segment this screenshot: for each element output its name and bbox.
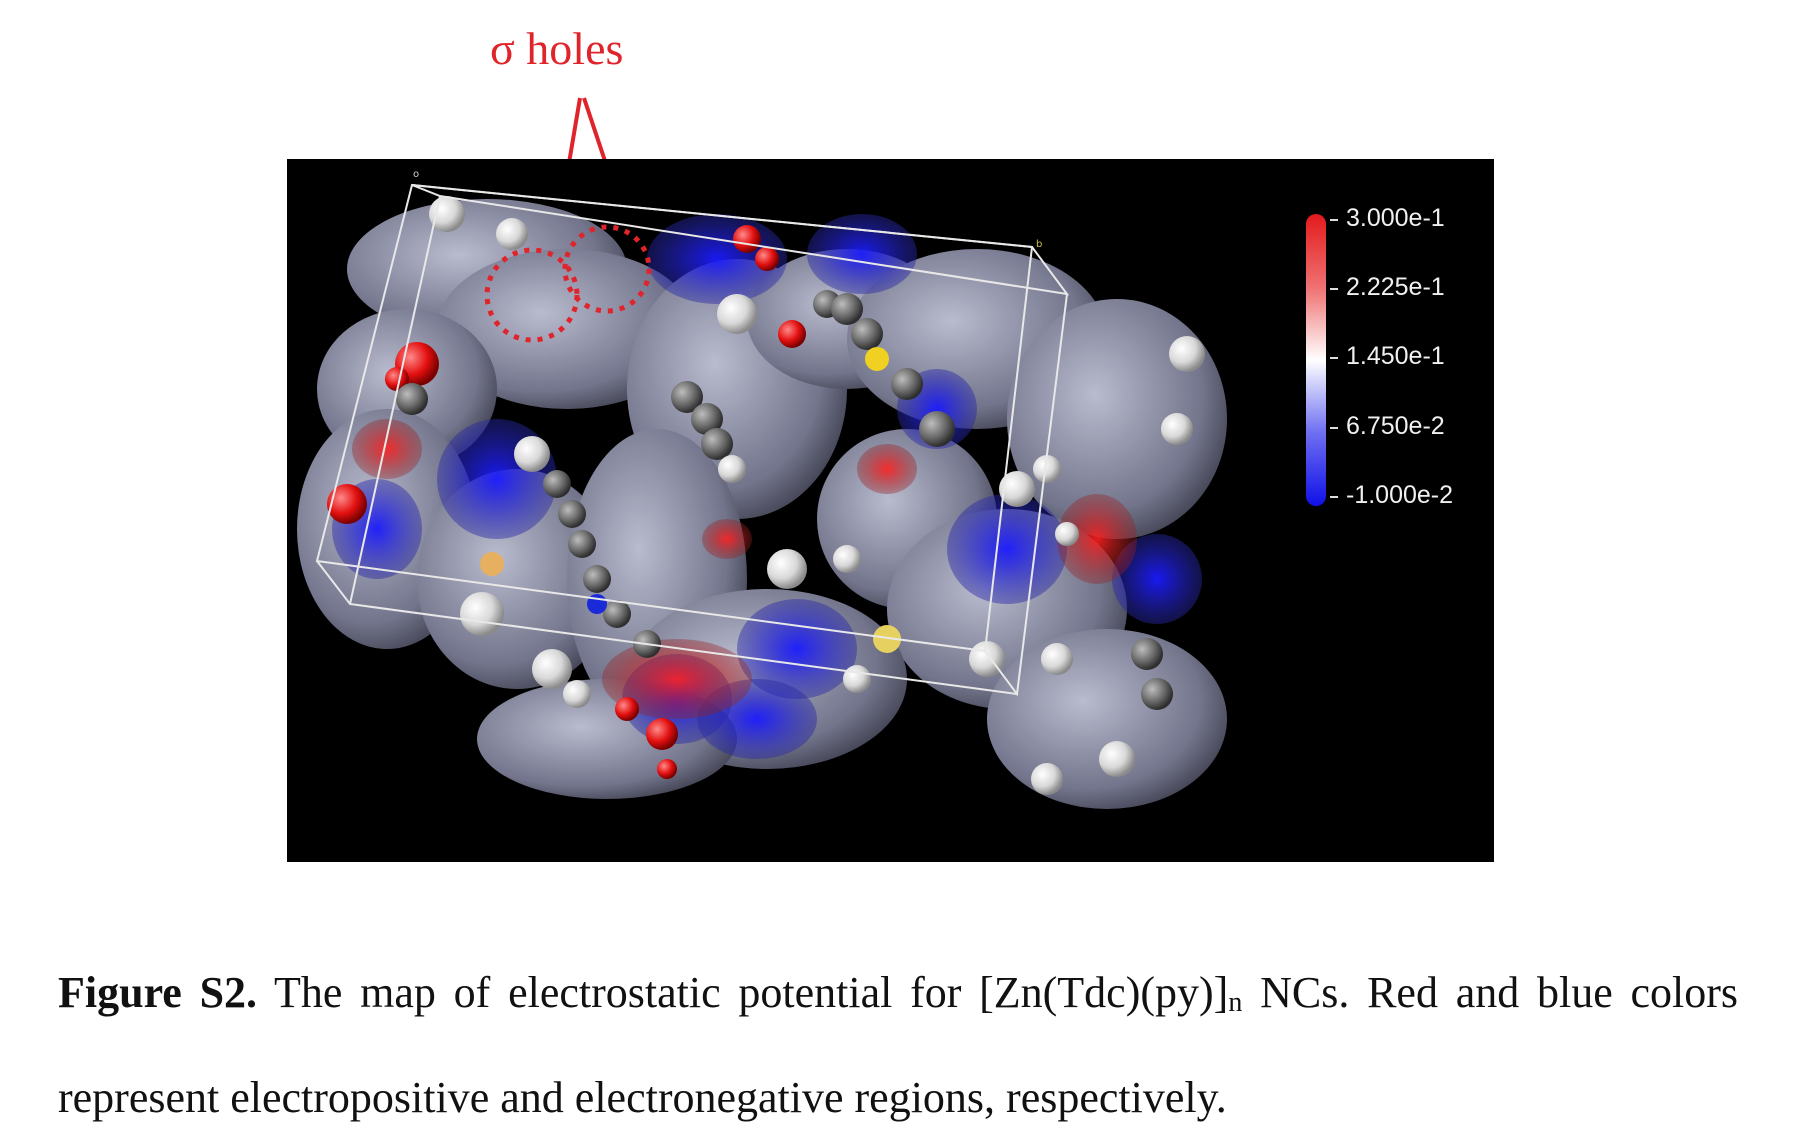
figure-caption: Figure S2. The map of electrostatic pote… — [58, 945, 1738, 1145]
electropositive-regions — [352, 419, 1137, 719]
sigma-holes-label: σ holes — [490, 23, 624, 74]
legend-tick — [1330, 288, 1338, 290]
caption-subscript: n — [1228, 987, 1243, 1018]
legend-tick — [1330, 496, 1338, 498]
esp-map-render: o b — [297, 169, 1227, 809]
unit-cell — [315, 183, 1070, 697]
axis-origin-label: o — [413, 169, 419, 180]
legend-tick — [1330, 219, 1338, 221]
sigma-hole-marker-left — [484, 247, 580, 343]
legend-label-2: 2.225e-1 — [1346, 273, 1445, 301]
color-scale-bar — [1306, 214, 1326, 506]
legend-label-max: 3.000e-1 — [1346, 204, 1445, 232]
esp-map-figure: o b — [287, 159, 1494, 862]
legend-label-4: 6.750e-2 — [1346, 412, 1445, 440]
legend-label-min: -1.000e-2 — [1346, 481, 1454, 509]
legend-label-mid: 1.450e-1 — [1346, 342, 1445, 370]
atoms — [327, 196, 1205, 795]
legend-tick — [1330, 427, 1338, 429]
caption-text-part2: NCs. Red and blue colors represent elect… — [58, 968, 1739, 1122]
sigma-hole-marker-right — [562, 224, 652, 314]
sigma-hole-markers — [484, 224, 652, 343]
figure-label: Figure S2. — [58, 968, 258, 1017]
axis-b-label: b — [1036, 239, 1042, 250]
legend-tick — [1330, 357, 1338, 359]
caption-text-part1: The map of electrostatic potential for [… — [257, 968, 1229, 1017]
